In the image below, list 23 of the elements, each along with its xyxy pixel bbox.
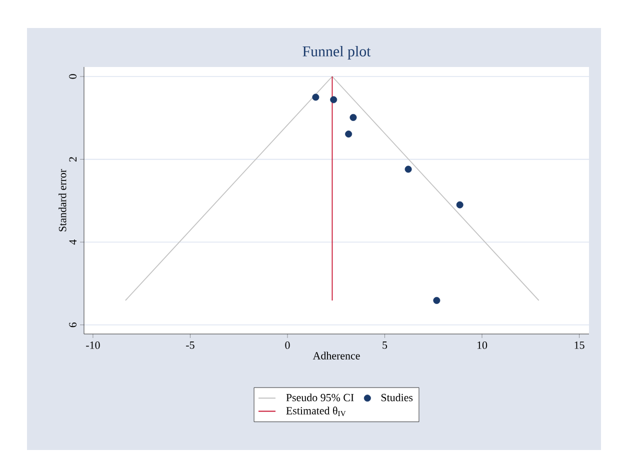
x-tick-label: 0 [285, 342, 290, 349]
y-tick-label: 6 [69, 322, 76, 328]
legend-label: Estimated θ$_{IV}$ [286, 406, 346, 416]
point [345, 130, 352, 138]
y-tick-label: 2 [69, 157, 76, 162]
x-tick-label: 10 [478, 342, 488, 349]
y-axis-title: Standard error [58, 169, 66, 232]
x-axis-title: Adherence [312, 352, 360, 360]
x-tick-label: -10 [86, 342, 100, 349]
point [456, 201, 464, 208]
chart-title: Funnel plot [302, 46, 371, 60]
x-tick-label: 5 [382, 342, 388, 349]
legend-label: Pseudo 95% CI [286, 394, 354, 402]
x-tick-label: 15 [574, 342, 584, 349]
point [350, 114, 357, 121]
y-tick-label: 0 [69, 74, 76, 79]
legend-label: Studies [381, 394, 413, 402]
x-tick-label: -5 [186, 342, 194, 349]
y-tick-label: 4 [69, 240, 76, 245]
point [433, 296, 440, 304]
point [330, 96, 338, 104]
point [312, 94, 320, 101]
point [404, 166, 412, 173]
